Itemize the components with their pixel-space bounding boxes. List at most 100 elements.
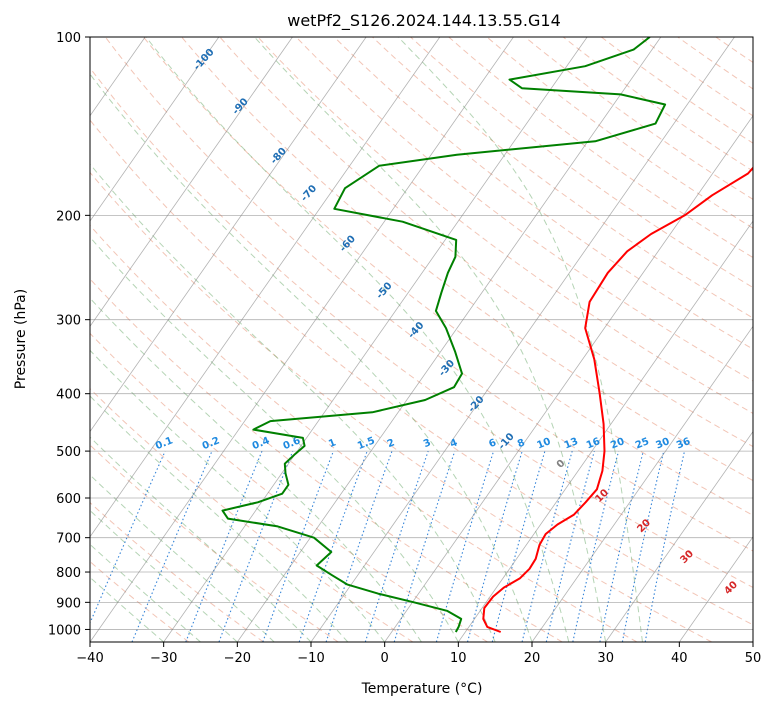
isotherm-line xyxy=(163,37,588,642)
dry-adiabat-line xyxy=(600,37,753,144)
dry-adiabat-line xyxy=(639,37,753,117)
isotherm-line xyxy=(90,37,220,222)
y-tick-label: 300 xyxy=(56,314,81,329)
mixing-ratio-line xyxy=(364,450,429,642)
y-tick-label: 400 xyxy=(56,388,81,403)
moist-adiabat-label: -80 xyxy=(269,146,289,167)
dry-adiabat-line xyxy=(295,37,753,382)
mixing-ratio-line xyxy=(644,450,686,642)
moist-adiabat-line xyxy=(90,349,386,642)
x-tick-label: 30 xyxy=(597,651,614,666)
mixing-ratio-label: 4 xyxy=(449,437,460,450)
dry-adiabat-label: 30 xyxy=(678,548,696,566)
mixing-ratio-line xyxy=(521,450,573,642)
x-axis: −40 −30 −20 −10 0 10 20 30 40 50 xyxy=(76,642,761,666)
dewpoint-profile-line xyxy=(221,37,667,633)
mixing-ratio-line xyxy=(298,450,368,642)
y-tick-label: 500 xyxy=(56,445,81,460)
mixing-ratio-line xyxy=(131,450,213,642)
plot-frame xyxy=(89,36,754,643)
mixing-ratio-line xyxy=(325,450,393,642)
x-tick-label: 40 xyxy=(671,651,688,666)
isotherm-line xyxy=(752,641,753,642)
x-tick-label: −20 xyxy=(224,651,251,666)
mixing-ratio-line xyxy=(262,450,334,642)
x-tick-label: −10 xyxy=(297,651,324,666)
moist-adiabat-label: -50 xyxy=(374,281,394,302)
dry-adiabat-line xyxy=(104,37,753,552)
moist-adiabat-line xyxy=(254,37,607,642)
dry-adiabat-line xyxy=(562,37,753,172)
isotherm-line xyxy=(458,220,753,642)
mixing-ratio-label: 20 xyxy=(609,436,626,451)
mixing-ratio-line xyxy=(185,450,263,642)
mixing-ratio-label: 6 xyxy=(487,437,498,450)
moist-adiabat-line xyxy=(90,509,238,642)
mixing-ratio-label: 0.1 xyxy=(154,435,175,452)
dry-adiabat-line xyxy=(90,119,753,626)
dry-adiabat-line xyxy=(410,37,753,289)
mixing-ratio-label: 2 xyxy=(386,437,397,450)
moist-adiabat-label: -40 xyxy=(406,320,426,341)
moist-adiabat-line xyxy=(397,37,643,642)
dry-adiabat-line xyxy=(90,501,264,642)
dry-adiabat-line xyxy=(715,37,753,64)
dry-adiabat-label: 0 xyxy=(555,458,568,471)
mixing-ratio-line xyxy=(572,450,620,642)
mixing-ratio-label: 25 xyxy=(634,436,651,451)
moist-adiabat-line xyxy=(90,73,533,642)
y-axis-label: Pressure (hPa) xyxy=(13,289,29,389)
profile-series xyxy=(221,37,753,633)
moist-adiabat-line xyxy=(90,395,349,642)
moist-adiabat-line xyxy=(90,236,459,642)
moist-adiabat-label: -10 xyxy=(497,431,517,452)
x-tick-label: 20 xyxy=(524,651,541,666)
dry-adiabat-line xyxy=(524,37,753,200)
y-tick-label: 1000 xyxy=(48,623,81,638)
isotherm-line xyxy=(90,37,514,642)
x-tick-label: −40 xyxy=(76,651,103,666)
mixing-ratio-label: 0.4 xyxy=(251,435,272,452)
mixing-ratio-line xyxy=(545,450,595,642)
dry-adiabat-line xyxy=(143,37,753,516)
background-lines xyxy=(0,37,753,642)
dry-adiabat-line xyxy=(90,224,638,642)
dry-adiabat-line xyxy=(90,278,563,642)
moist-adiabat-label: -30 xyxy=(437,358,457,379)
mixing-ratio-line xyxy=(466,450,523,642)
dry-adiabat-line xyxy=(90,444,339,642)
isotherm-line xyxy=(90,37,293,327)
x-tick-label: 10 xyxy=(450,651,467,666)
x-tick-label: 50 xyxy=(745,651,762,666)
mixing-ratio-label: 30 xyxy=(654,436,671,451)
chart-title: wetPf2_S126.2024.144.13.55.G14 xyxy=(287,11,561,31)
mixing-ratio-label: 8 xyxy=(516,437,527,450)
isotherm-line xyxy=(0,37,72,642)
y-tick-label: 700 xyxy=(56,532,81,547)
dry-adiabat-line xyxy=(448,37,753,259)
mixing-ratio-line xyxy=(393,450,456,642)
dry-adiabat-line xyxy=(90,332,488,642)
moist-adiabat-label: -100 xyxy=(192,47,217,73)
dry-adiabat-line xyxy=(257,37,753,414)
isotherm-line xyxy=(237,37,662,642)
moist-adiabat-label: -90 xyxy=(231,96,251,117)
dry-adiabat-line xyxy=(90,387,414,642)
dry-adiabat-line xyxy=(90,67,753,588)
isotherm-line xyxy=(605,430,753,642)
mixing-ratio-label: 36 xyxy=(675,436,692,451)
moist-adiabat-line xyxy=(145,37,570,642)
y-tick-label: 800 xyxy=(56,566,81,581)
mixing-ratio-line xyxy=(621,450,665,642)
dry-adiabat-line xyxy=(372,37,753,319)
x-tick-label: −30 xyxy=(150,651,177,666)
y-tick-label: 600 xyxy=(56,492,81,507)
temperature-profile-line xyxy=(482,166,753,633)
moist-adiabat-label: -20 xyxy=(466,394,486,415)
isotherm-line xyxy=(384,115,753,642)
dry-adiabat-line xyxy=(486,37,753,229)
isotherm-line xyxy=(531,325,753,642)
y-tick-label: 200 xyxy=(56,209,81,224)
